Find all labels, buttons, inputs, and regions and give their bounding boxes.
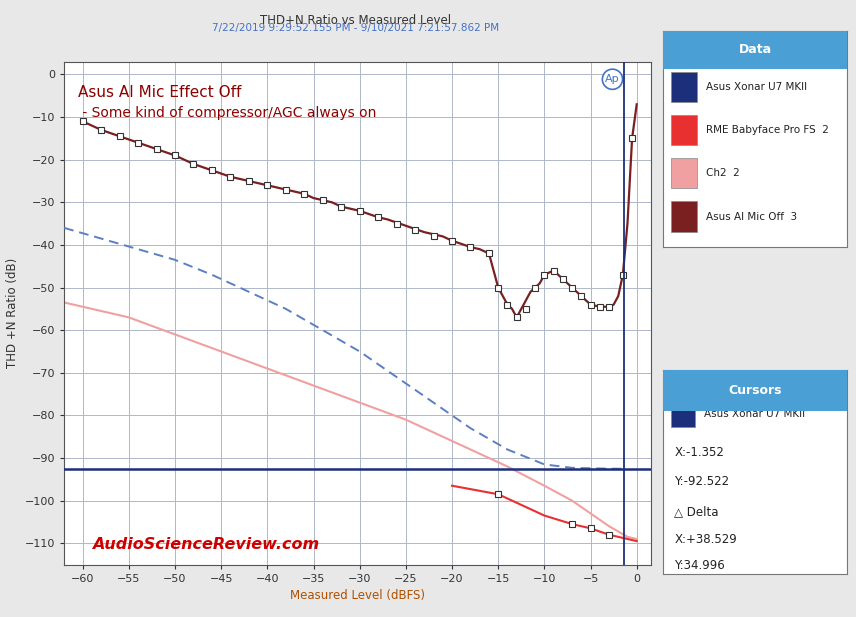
Text: AudioScienceReview.com: AudioScienceReview.com [92,537,319,552]
Bar [671,202,697,232]
Text: Cursors: Cursors [728,384,782,397]
Text: Y:-92.522: Y:-92.522 [675,474,729,487]
Bar [671,72,697,102]
Bar [663,370,847,411]
Text: - Some kind of compressor/AGC always on: - Some kind of compressor/AGC always on [78,107,377,120]
Text: △ Delta: △ Delta [675,505,719,518]
Text: 7/22/2019 9:29:52.155 PM - 9/10/2021 7:21:57.862 PM: 7/22/2019 9:29:52.155 PM - 9/10/2021 7:2… [211,23,499,33]
Text: Asus AI Mic Effect Off: Asus AI Mic Effect Off [78,85,241,100]
Text: Ap: Ap [605,74,620,85]
Text: Asus Xonar U7 MKII: Asus Xonar U7 MKII [704,409,805,419]
Text: X:+38.529: X:+38.529 [675,532,737,545]
Text: Y:34.996: Y:34.996 [675,559,725,572]
Bar [671,115,697,146]
Text: Data: Data [739,43,772,56]
Bar [671,401,695,427]
Text: THD+N Ratio vs Measured Level: THD+N Ratio vs Measured Level [259,14,451,27]
Text: RME Babyface Pro FS  2: RME Babyface Pro FS 2 [705,125,829,135]
Text: Asus Xonar U7 MKII: Asus Xonar U7 MKII [705,82,807,92]
Text: X:-1.352: X:-1.352 [675,446,724,459]
Bar [671,159,697,189]
X-axis label: Measured Level (dBFS): Measured Level (dBFS) [290,589,425,602]
Bar [663,31,847,68]
Y-axis label: THD +N Ratio (dB): THD +N Ratio (dB) [6,258,19,368]
Text: Asus Al Mic Off  3: Asus Al Mic Off 3 [705,212,797,222]
Text: Ch2  2: Ch2 2 [705,168,740,178]
